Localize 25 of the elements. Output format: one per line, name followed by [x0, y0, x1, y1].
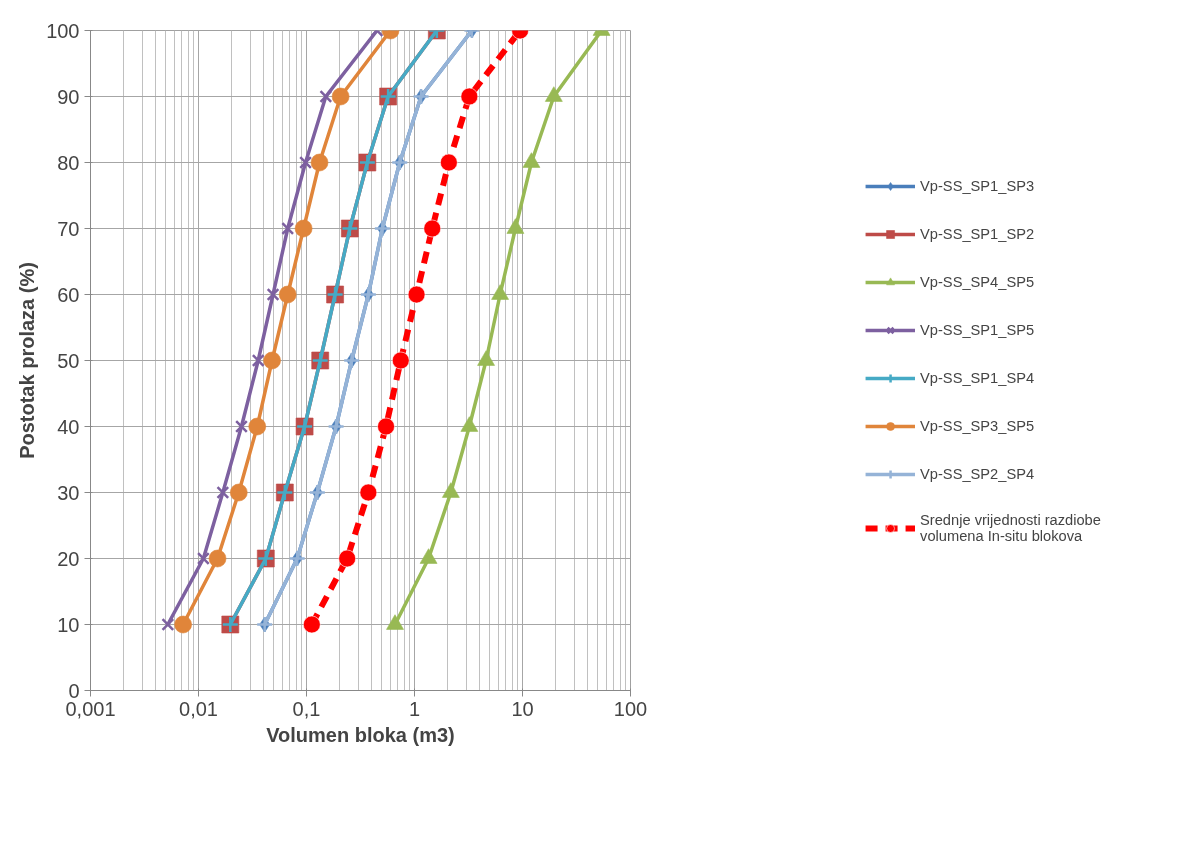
y-tick-label: 60: [57, 283, 80, 306]
y-tick-label: 30: [57, 481, 80, 504]
y-tick-label: 80: [57, 151, 80, 174]
y-tick-label: 40: [57, 415, 80, 438]
y-tick-label: 20: [57, 547, 80, 570]
legend-label: Vp-SS_SP3_SP5: [920, 417, 1035, 436]
legend-label: Vp-SS_SP4_SP5: [920, 273, 1035, 292]
x-tick-label: 1: [408, 697, 421, 720]
legend-label: Vp-SS_SP1_SP5: [920, 321, 1035, 340]
y-tick-label: 90: [57, 85, 80, 108]
legend-label: Vp-SS_SP1_SP3: [920, 177, 1035, 196]
x-tick-label: 0,1: [292, 697, 321, 720]
legend-label: Vp-SS_SP1_SP4: [920, 369, 1035, 388]
x-axis-title: Volumen bloka (m3): [266, 723, 455, 746]
y-axis-title: Postotak prolaza (%): [16, 262, 39, 459]
y-tick-label: 10: [57, 613, 80, 636]
y-tick-label: 50: [57, 349, 80, 372]
y-tick-label: 100: [46, 19, 80, 42]
x-tick-label: 0,01: [179, 697, 218, 720]
x-tick-label: 100: [613, 697, 648, 720]
x-tick-label: 10: [511, 697, 534, 720]
legend-label: Vp-SS_SP2_SP4: [920, 465, 1035, 484]
y-tick-label: 70: [57, 217, 80, 240]
legend-label: Vp-SS_SP1_SP2: [920, 225, 1035, 244]
legend-label: Srednje vrijednosti razdiobe volumena In-situ blokova: [920, 512, 1101, 544]
